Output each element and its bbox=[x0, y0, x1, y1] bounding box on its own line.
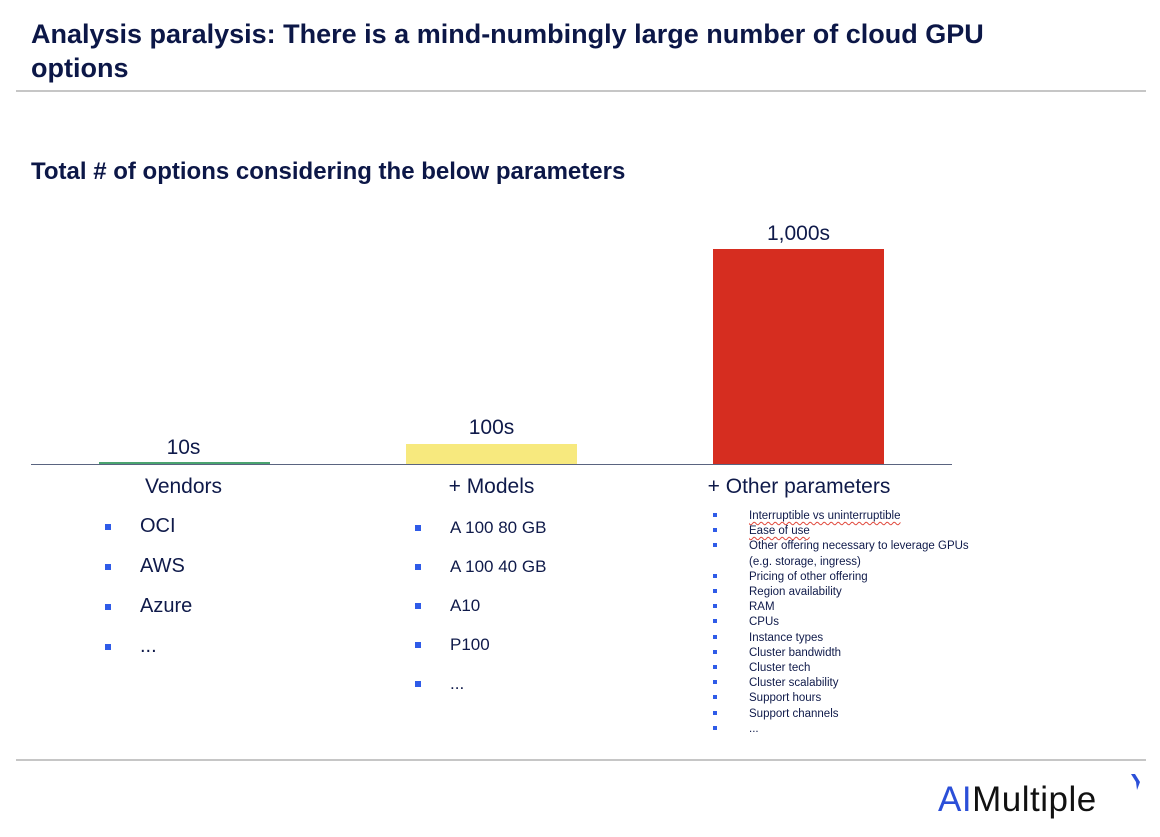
bullet-icon bbox=[105, 644, 111, 650]
list-item: Ease of use bbox=[713, 524, 993, 539]
list-item: Interruptible vs uninterruptible bbox=[713, 509, 993, 524]
bullet-icon bbox=[415, 525, 421, 531]
bar-other-parameters bbox=[713, 249, 884, 465]
category-label-other: + Other parameters bbox=[707, 475, 891, 498]
bullet-icon bbox=[713, 634, 717, 639]
bullet-icon bbox=[415, 642, 421, 648]
bullet-icon bbox=[105, 604, 111, 610]
bar-vendors bbox=[99, 462, 270, 465]
bullet-icon bbox=[713, 528, 717, 533]
other-parameters-list: Interruptible vs uninterruptible Ease of… bbox=[713, 509, 993, 737]
bar-value-label-other: 1,000s bbox=[766, 222, 831, 245]
chart-subtitle: Total # of options considering the below… bbox=[31, 158, 626, 185]
list-item: Support hours bbox=[713, 691, 993, 706]
vendors-list: OCI AWS Azure ... bbox=[105, 515, 192, 675]
footer-divider bbox=[16, 759, 1146, 761]
category-label-vendors: Vendors bbox=[144, 475, 223, 498]
list-item: P100 bbox=[415, 635, 546, 674]
bullet-icon bbox=[713, 589, 717, 594]
list-item: OCI bbox=[105, 515, 192, 555]
list-item: Azure bbox=[105, 595, 192, 635]
category-label-models: + Models bbox=[448, 475, 535, 498]
models-list: A 100 80 GB A 100 40 GB A10 P100 ... bbox=[415, 518, 546, 713]
bullet-icon bbox=[105, 564, 111, 570]
bar-value-label-vendors: 10s bbox=[166, 436, 201, 459]
bullet-icon bbox=[713, 619, 717, 624]
list-item: ... bbox=[105, 635, 192, 675]
list-item: A10 bbox=[415, 596, 546, 635]
list-item: Cluster scalability bbox=[713, 676, 993, 691]
list-item: Instance types bbox=[713, 631, 993, 646]
slide-title: Analysis paralysis: There is a mind-numb… bbox=[31, 19, 984, 83]
x-axis-line bbox=[31, 464, 952, 465]
list-item: A 100 40 GB bbox=[415, 557, 546, 596]
list-item: ... bbox=[415, 674, 546, 713]
list-item: AWS bbox=[105, 555, 192, 595]
bullet-icon bbox=[713, 513, 717, 517]
list-item: Cluster bandwidth bbox=[713, 646, 993, 661]
bullet-icon bbox=[105, 524, 111, 530]
list-item: Support channels bbox=[713, 707, 993, 722]
bullet-icon bbox=[713, 649, 717, 654]
aimultiple-logo: AIMultiple bbox=[938, 780, 1097, 819]
list-item: Pricing of other offering bbox=[713, 570, 993, 585]
list-item: CPUs bbox=[713, 615, 993, 630]
bullet-icon bbox=[713, 573, 717, 578]
bullet-icon bbox=[415, 564, 421, 570]
bullet-icon bbox=[713, 710, 717, 715]
bullet-icon bbox=[713, 695, 717, 700]
title-divider bbox=[16, 90, 1146, 92]
list-item: A 100 80 GB bbox=[415, 518, 546, 557]
bullet-icon bbox=[415, 603, 421, 609]
list-item: Other offering necessary to leverage GPU… bbox=[713, 539, 993, 569]
list-item: Region availability bbox=[713, 585, 993, 600]
bullet-icon bbox=[415, 681, 421, 687]
list-item: ... bbox=[713, 722, 993, 737]
bullet-icon bbox=[713, 665, 717, 670]
logo-spark-icon bbox=[1131, 774, 1140, 790]
bullet-icon bbox=[713, 604, 717, 609]
bar-models bbox=[406, 444, 577, 465]
bullet-icon bbox=[713, 725, 717, 730]
bar-value-label-models: 100s bbox=[468, 416, 515, 439]
bullet-icon bbox=[713, 680, 717, 685]
list-item: Cluster tech bbox=[713, 661, 993, 676]
bullet-icon bbox=[713, 543, 717, 548]
list-item: RAM bbox=[713, 600, 993, 615]
